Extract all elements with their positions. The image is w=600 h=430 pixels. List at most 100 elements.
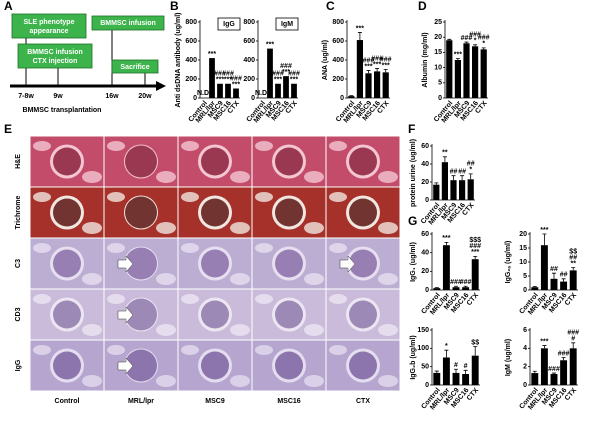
glomerulus bbox=[125, 196, 157, 229]
significance-mark: *** bbox=[540, 338, 548, 345]
bar bbox=[442, 357, 450, 385]
tissue-space bbox=[107, 294, 125, 304]
tissue-space bbox=[82, 222, 102, 234]
title-box bbox=[217, 17, 241, 31]
error-bar bbox=[473, 255, 478, 260]
significance-mark: *** bbox=[266, 41, 274, 48]
tissue-space bbox=[33, 192, 51, 202]
box-label: Sacrifice bbox=[120, 64, 149, 71]
glomerulus bbox=[125, 145, 157, 178]
y-tick-label: 800 bbox=[332, 19, 344, 26]
bar bbox=[452, 287, 460, 290]
significance-mark: ### bbox=[478, 35, 490, 42]
error-bar bbox=[571, 267, 576, 271]
box-label-line: appearance bbox=[30, 28, 69, 35]
panel-label: B bbox=[170, 0, 179, 13]
y-tick-label: 100 bbox=[417, 345, 429, 352]
bar bbox=[433, 372, 441, 385]
column-label: CTX bbox=[356, 398, 370, 405]
significance-mark: ### bbox=[380, 56, 392, 63]
significance-mark: ### bbox=[272, 71, 284, 78]
significance-mark: * bbox=[474, 38, 477, 45]
tissue-space bbox=[33, 294, 51, 304]
error-bar bbox=[463, 369, 468, 374]
significance-mark: *** bbox=[232, 81, 240, 88]
significance-mark: ## bbox=[450, 169, 458, 176]
bar bbox=[560, 281, 568, 290]
error-bar bbox=[447, 38, 452, 41]
tissue-space bbox=[156, 375, 176, 387]
bar bbox=[540, 245, 548, 290]
error-bar bbox=[366, 70, 371, 74]
error-bar bbox=[442, 156, 447, 163]
y-axis-label: Albumin (mg/ml) bbox=[422, 32, 429, 87]
bar bbox=[531, 373, 539, 385]
error-bar bbox=[463, 285, 468, 288]
tissue-space bbox=[230, 171, 250, 183]
box-label-line: BMMSC infusion bbox=[100, 20, 156, 27]
error-bar bbox=[542, 233, 547, 246]
significance-mark: *** bbox=[208, 51, 216, 58]
value-label: N.D. bbox=[255, 90, 269, 97]
significance-mark: *** bbox=[382, 62, 390, 69]
glomerulus bbox=[53, 300, 81, 329]
significance-mark: ### bbox=[371, 55, 383, 62]
timeline: SLE phenotype appearance BMMSC infusion B… bbox=[10, 13, 166, 114]
bar bbox=[462, 374, 470, 385]
glomerulus bbox=[349, 147, 377, 176]
tissue-space bbox=[230, 222, 250, 234]
y-axis-label: IgM (ug/ml) bbox=[505, 339, 512, 376]
y-tick-label: 0 bbox=[523, 382, 527, 389]
error-bar bbox=[561, 278, 566, 282]
bar bbox=[283, 76, 289, 98]
bar bbox=[446, 40, 453, 98]
significance-mark: ## bbox=[467, 161, 475, 168]
y-tick-label: 2 bbox=[523, 364, 527, 371]
error-bar bbox=[454, 368, 458, 373]
bar bbox=[550, 374, 558, 385]
y-axis-label: protein urine (ug/ml) bbox=[410, 139, 417, 207]
x-tick-label: CTX bbox=[564, 292, 579, 307]
error-bar bbox=[454, 285, 458, 288]
bar bbox=[233, 88, 239, 98]
bar bbox=[433, 288, 441, 290]
tissue-space bbox=[181, 141, 199, 151]
significance-mark: ### bbox=[363, 57, 375, 64]
error-bar bbox=[357, 32, 362, 41]
tissue-space bbox=[82, 324, 102, 336]
tissue-space bbox=[255, 294, 273, 304]
tissue-space bbox=[255, 243, 273, 253]
error-bar bbox=[434, 370, 439, 373]
significance-mark: *** bbox=[282, 69, 290, 76]
tissue-space bbox=[156, 273, 176, 285]
column-label: MRL/lpr bbox=[128, 398, 154, 405]
significance-mark: ### bbox=[230, 75, 242, 82]
y-tick-label: 0 bbox=[340, 95, 344, 102]
y-tick-label: 600 bbox=[243, 38, 255, 45]
bar bbox=[450, 180, 457, 200]
bar bbox=[433, 184, 440, 200]
significance-mark: *** bbox=[274, 77, 282, 84]
tissue-space bbox=[82, 273, 102, 285]
bar bbox=[569, 270, 577, 290]
error-bar bbox=[460, 175, 465, 181]
column-label: MSC16 bbox=[277, 398, 300, 405]
error-bar bbox=[383, 69, 388, 73]
bar bbox=[462, 287, 470, 290]
glomerulus bbox=[349, 351, 377, 380]
error-bar bbox=[455, 58, 460, 60]
bar bbox=[382, 72, 389, 98]
bar bbox=[560, 360, 568, 385]
bar bbox=[550, 278, 558, 290]
error-bar bbox=[552, 272, 556, 279]
bar bbox=[459, 180, 466, 200]
box-label-line: Sacrifice bbox=[120, 64, 149, 71]
column-label: Control bbox=[55, 398, 80, 405]
bar bbox=[463, 43, 470, 98]
y-axis-label: IgG₂ₐ (ug/ml) bbox=[505, 241, 512, 284]
error-bar bbox=[468, 173, 473, 180]
tissue-space bbox=[33, 345, 51, 355]
tissue-space bbox=[255, 345, 273, 355]
error-bar bbox=[451, 175, 456, 181]
glomerulus bbox=[201, 300, 229, 329]
